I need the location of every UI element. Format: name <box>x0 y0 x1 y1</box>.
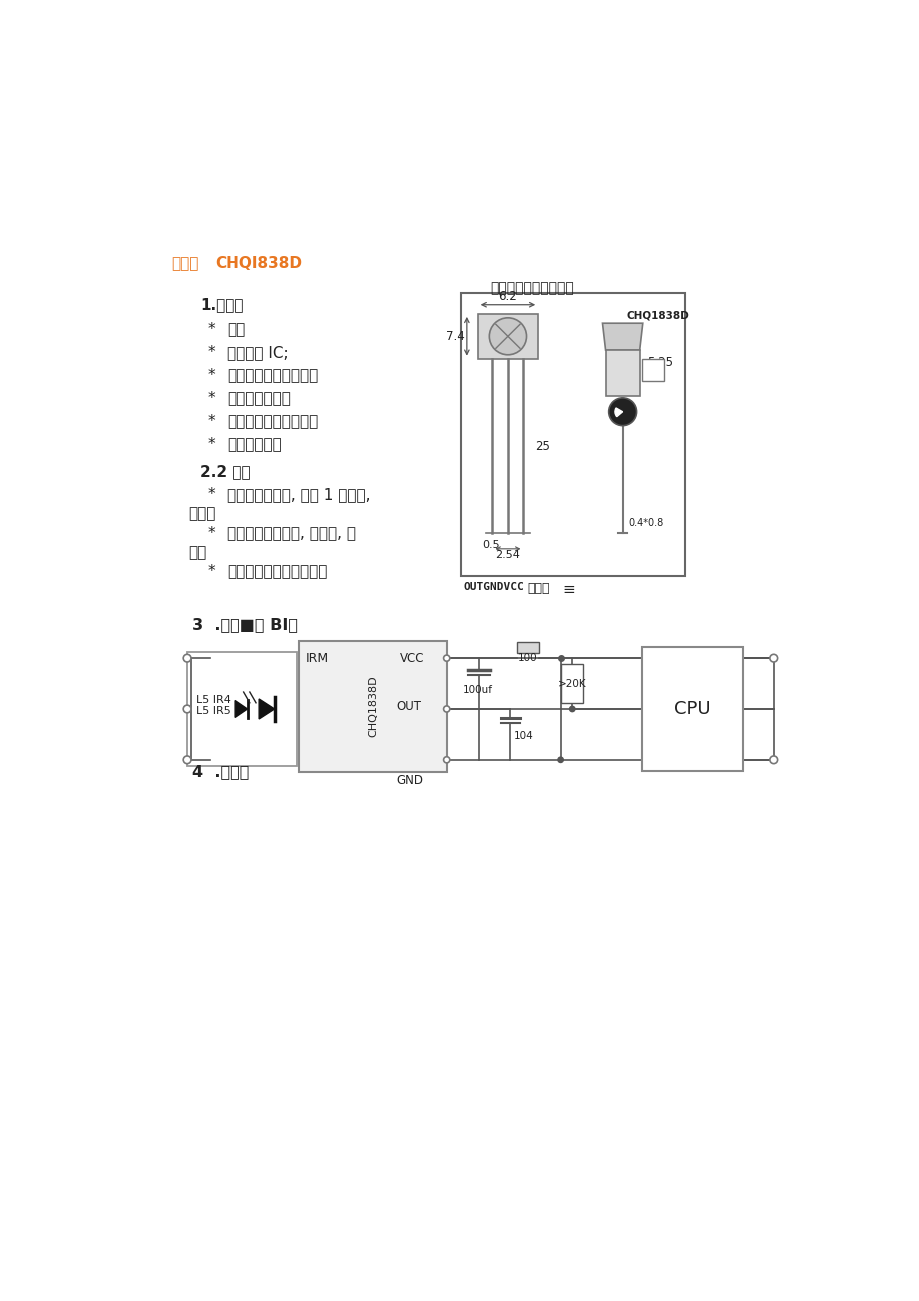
Circle shape <box>608 398 636 425</box>
Text: *: * <box>208 565 215 579</box>
Bar <box>641 647 742 771</box>
Text: CPU: CPU <box>674 700 709 718</box>
Text: 燎）: 燎） <box>188 545 207 559</box>
Circle shape <box>569 706 574 712</box>
Text: 家庭电器（冷氧械, 电凤扇, 崩: 家庭电器（冷氧械, 电凤扇, 崩 <box>227 526 356 541</box>
Text: 100uf: 100uf <box>462 686 493 695</box>
Bar <box>299 641 447 771</box>
Circle shape <box>443 656 449 661</box>
Bar <box>605 350 639 397</box>
Text: 5.25: 5.25 <box>646 356 672 369</box>
Text: 0.5: 0.5 <box>482 540 499 549</box>
Text: OUT: OUT <box>396 700 421 713</box>
Bar <box>641 359 663 381</box>
Circle shape <box>489 317 526 355</box>
Text: *: * <box>208 392 215 406</box>
Bar <box>187 652 297 766</box>
Text: 100: 100 <box>517 653 538 664</box>
Text: 25: 25 <box>535 440 550 453</box>
Polygon shape <box>235 700 247 717</box>
Circle shape <box>443 757 449 762</box>
Text: *: * <box>208 368 215 382</box>
Text: L5 IR5: L5 IR5 <box>196 706 231 716</box>
Text: 3.6: 3.6 <box>643 366 661 375</box>
Text: L5 IR4: L5 IR4 <box>196 695 231 705</box>
Text: CHQ1838D: CHQ1838D <box>626 310 688 320</box>
Text: 抗韩曼能力强；: 抗韩曼能力强； <box>227 392 291 406</box>
Text: *: * <box>208 526 215 541</box>
Bar <box>516 641 539 653</box>
Text: 2.2 用：: 2.2 用： <box>200 464 251 479</box>
Text: 1.特性：: 1.特性： <box>200 297 244 312</box>
Circle shape <box>183 654 191 662</box>
Text: *: * <box>208 437 215 453</box>
Text: 内置惠用 IC;: 内置惠用 IC; <box>227 345 289 360</box>
Text: IRM: IRM <box>305 652 328 665</box>
Text: *: * <box>208 345 215 360</box>
Polygon shape <box>259 699 275 719</box>
Text: 低宥墨工作；: 低宥墨工作； <box>227 437 282 453</box>
Text: 型号：: 型号： <box>171 256 198 271</box>
Text: 6.2: 6.2 <box>498 290 516 303</box>
Text: CHQ1838D: CHQ1838D <box>368 675 378 738</box>
Bar <box>461 293 684 576</box>
Text: 碟械）: 碟械） <box>188 506 216 522</box>
Bar <box>477 314 538 359</box>
Text: GND: GND <box>396 774 423 787</box>
Wedge shape <box>614 409 622 416</box>
Bar <box>561 665 583 703</box>
Circle shape <box>183 705 191 713</box>
Circle shape <box>769 654 777 662</box>
Text: 104: 104 <box>514 731 533 740</box>
Text: 7.4: 7.4 <box>446 329 464 342</box>
Text: 祝源器材（音客, 雷祝 1 亲影橄,: 祝源器材（音客, 雷祝 1 亲影橄, <box>227 487 370 502</box>
Circle shape <box>769 756 777 764</box>
Circle shape <box>557 757 562 762</box>
Text: *: * <box>208 414 215 429</box>
Text: 小型: 小型 <box>227 321 245 337</box>
Text: OUTGNDVCC: OUTGNDVCC <box>463 582 524 592</box>
Text: VCC: VCC <box>400 652 425 665</box>
Circle shape <box>443 706 449 712</box>
Text: 0.4*0.8: 0.4*0.8 <box>629 518 664 528</box>
Circle shape <box>183 756 191 764</box>
Text: *: * <box>208 321 215 337</box>
Text: 3  .應用■路 BI：: 3 .應用■路 BI： <box>192 618 298 632</box>
Polygon shape <box>602 323 642 350</box>
Text: 克角度及是距蹊接收；: 克角度及是距蹊接收； <box>227 368 318 382</box>
Text: 能抖逾珙境光缘影響；: 能抖逾珙境光缘影響； <box>227 414 318 429</box>
Text: ≡: ≡ <box>562 582 574 597</box>
Text: *: * <box>208 487 215 502</box>
Text: 外型尺寸及引脚排列图: 外型尺寸及引脚排列图 <box>490 281 573 295</box>
Text: 4  .原理圖: 4 .原理圖 <box>192 765 250 779</box>
Text: 其他红外线遥控器胫品；: 其他红外线遥控器胫品； <box>227 565 327 579</box>
Text: >20K: >20K <box>557 679 586 688</box>
Text: CHQI838D: CHQI838D <box>216 256 302 271</box>
Text: 单位：: 单位： <box>527 582 550 595</box>
Text: 2.54: 2.54 <box>495 550 520 561</box>
